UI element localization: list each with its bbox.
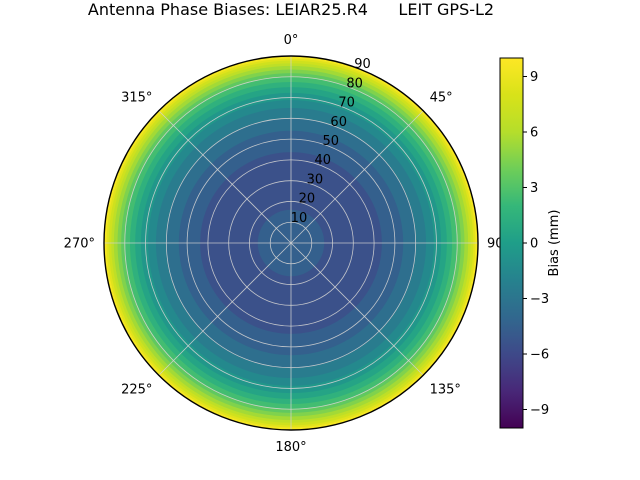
radial-tick-label: 80 <box>346 76 363 91</box>
polar-axes-outline <box>103 55 479 431</box>
colorbar: 9 6 3 0 −3 −6 −9 Bias (mm) <box>499 57 562 429</box>
chart-title: Antenna Phase Biases: LEIAR25.R4 LEIT GP… <box>87 0 495 19</box>
angular-tick-label: 225° <box>121 383 152 398</box>
angular-tick-label: 90 <box>487 237 504 252</box>
angular-tick-label: 135° <box>430 383 461 398</box>
radial-tick-label: 60 <box>330 115 347 130</box>
radial-tick-label: 30 <box>307 172 324 187</box>
angular-tick-label: 180° <box>275 440 306 455</box>
colorbar-tick-label: −3 <box>530 292 549 307</box>
angular-gridline <box>158 242 292 376</box>
colorbar-tick-label: 6 <box>530 126 538 141</box>
radial-tick-label: 20 <box>299 192 316 207</box>
polar-grid <box>104 56 478 430</box>
radial-tick-label: 50 <box>322 134 339 149</box>
colorbar-gradient <box>499 57 524 429</box>
angular-gridline <box>158 110 292 244</box>
colorbar-tick-label: 9 <box>530 70 538 85</box>
radial-tick-labels: 10 20 30 40 50 60 70 80 90 <box>291 57 371 226</box>
colorbar-tick-label: −6 <box>530 348 549 363</box>
radial-tick-label: 90 <box>354 57 371 72</box>
angular-gridline <box>290 242 424 376</box>
colorbar-tick-label: −9 <box>530 403 549 418</box>
angular-tick-label: 270° <box>64 237 95 252</box>
radial-tick-label: 70 <box>338 96 355 111</box>
angular-gridline <box>290 110 424 244</box>
angular-tick-labels: 0° 45° 90 135° 180° 225° 270° 315° <box>64 33 504 455</box>
angular-tick-label: 45° <box>430 90 453 105</box>
radial-tick-label: 40 <box>315 153 332 168</box>
colorbar-tick-label: 3 <box>530 181 538 196</box>
colorbar-tick-label: 0 <box>530 237 538 252</box>
angular-tick-label: 315° <box>121 90 152 105</box>
radial-tick-label: 10 <box>291 211 308 226</box>
colorbar-axis-label: Bias (mm) <box>547 210 562 277</box>
angular-tick-label: 0° <box>284 33 299 48</box>
